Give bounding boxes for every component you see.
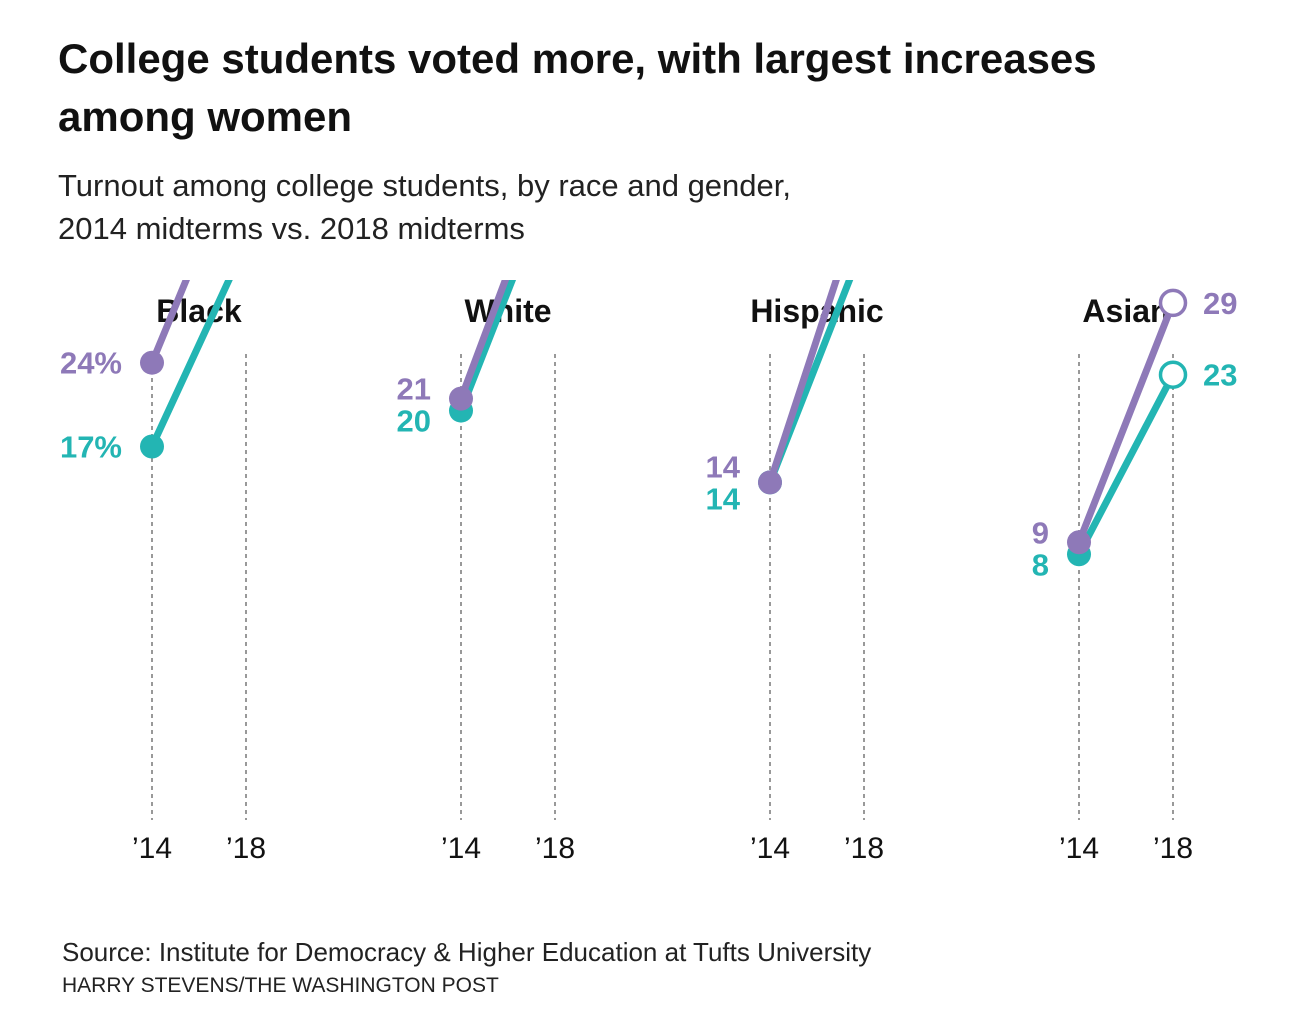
x-tick-hispanic-18: ’18 — [844, 832, 884, 865]
x-tick-black-14: ’14 — [132, 832, 172, 865]
line-white-men — [457, 280, 517, 415]
x-tick-asian-18: ’18 — [1153, 832, 1193, 865]
label-hispanic-women-14: 14 — [706, 449, 741, 484]
x-tick-asian-14: ’14 — [1059, 832, 1099, 865]
label-asian-women-14: 9 — [1032, 515, 1049, 550]
line-black-men — [148, 280, 233, 451]
point-black-women-14 — [140, 350, 164, 375]
line-white-women — [457, 280, 510, 403]
line-hispanic-women — [766, 280, 840, 486]
subtitle-line-1: Turnout among college students, by race … — [58, 168, 791, 203]
point-asian-men-18 — [1158, 360, 1188, 389]
line-asian-women — [1075, 299, 1177, 546]
label-hispanic-men-14: 14 — [706, 481, 741, 516]
panel-title-asian: Asian — [1082, 293, 1169, 329]
chart-footer: Source: Institute for Democracy & Higher… — [62, 934, 1262, 1002]
point-asian-women-14 — [1067, 530, 1091, 555]
label-white-women-14: 21 — [397, 372, 431, 407]
panel-title-hispanic: Hispanic — [750, 293, 883, 329]
chart-title: College students voted more, with larges… — [58, 35, 1097, 140]
label-white-men-14: 20 — [397, 404, 431, 439]
chart-subtitle: Turnout among college students, by race … — [58, 164, 1158, 250]
subtitle-line-2: 2014 midterms vs. 2018 midterms — [58, 211, 525, 246]
slope-chart: Black’14’1824%17%43%34%WomenMenWhite’14’… — [60, 280, 1237, 865]
line-black-women — [148, 280, 190, 367]
label-asian-women-18: 29 — [1203, 286, 1237, 321]
x-tick-white-14: ’14 — [441, 832, 481, 865]
x-tick-white-18: ’18 — [535, 832, 575, 865]
credit-line: HARRY STEVENS/THE WASHINGTON POST — [62, 974, 499, 997]
point-hispanic-women-14 — [758, 470, 782, 495]
x-tick-hispanic-14: ’14 — [750, 832, 790, 865]
label-asian-men-14: 8 — [1032, 547, 1049, 582]
x-tick-black-18: ’18 — [226, 832, 266, 865]
source-note: Source: Institute for Democracy & Higher… — [62, 937, 872, 967]
label-asian-men-18: 23 — [1203, 358, 1237, 393]
label-black-women-14: 24% — [60, 346, 122, 381]
point-asian-women-18 — [1158, 288, 1188, 318]
line-asian-men — [1075, 371, 1177, 558]
label-black-men-14: 17% — [60, 430, 122, 465]
point-black-men-14 — [140, 434, 164, 459]
point-white-women-14 — [449, 386, 473, 411]
